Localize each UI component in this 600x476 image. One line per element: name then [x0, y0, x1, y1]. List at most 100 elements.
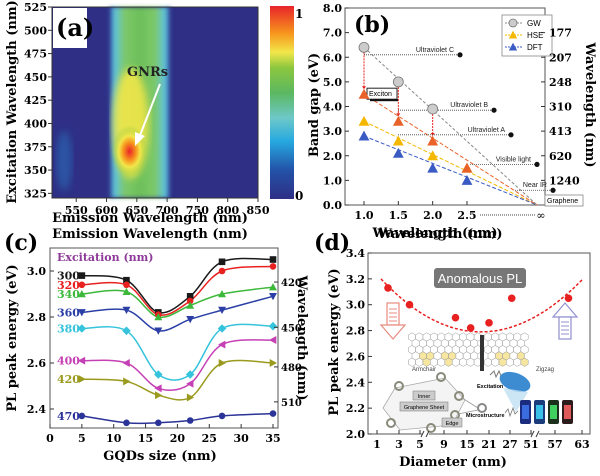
point-360 — [269, 293, 277, 301]
hexagon — [459, 357, 468, 367]
x-tick-label: 20 — [170, 432, 186, 445]
right-tick-label: 450 — [281, 323, 302, 334]
y-tick-label: 2.0 — [346, 428, 365, 441]
point-320 — [123, 281, 130, 289]
panel-b-bandgap: Ultraviolet C Ultraviolet B Ultraviolet A V… — [307, 2, 597, 242]
point-300 — [78, 272, 86, 279]
right-tick-label: 510 — [281, 398, 302, 409]
y-tick-label: 500 — [24, 24, 47, 37]
right-tick-label: 620 — [549, 150, 572, 163]
legend-label: GW — [527, 19, 541, 28]
hexagon — [444, 357, 453, 367]
arrow-head — [135, 132, 145, 146]
panel-a-heatmap: (a) GNRs 325 350 375 400 425 450 475 500 525 550… — [5, 0, 303, 226]
panel-label-a: (a) — [56, 13, 94, 42]
down-arrow-icon — [379, 302, 407, 340]
ring-icon — [454, 391, 464, 401]
right-tick-label: 420 — [281, 278, 302, 289]
hexagon — [437, 357, 446, 367]
y-tick-label: 2.4 — [27, 403, 46, 416]
axis-break-mark — [530, 430, 535, 438]
series-label: 400 — [57, 355, 80, 368]
y-tick-label: 1.0 — [323, 174, 342, 187]
point-470 — [269, 410, 277, 417]
point-340 — [154, 313, 163, 321]
curve-340 — [81, 286, 274, 319]
data-point — [451, 313, 460, 322]
dft-point — [392, 147, 404, 158]
data-point — [507, 294, 516, 303]
point-360 — [186, 316, 195, 324]
colorbar — [270, 6, 294, 199]
y-tick-label: 3.0 — [346, 299, 365, 312]
y-tick-label: 5.0 — [323, 76, 342, 89]
point-360 — [122, 306, 131, 315]
fit-curve — [380, 278, 584, 333]
right-tick-label: 480 — [281, 363, 302, 374]
panel-label-d: (d) — [314, 230, 350, 256]
top-axis-label: Emission Wavelength (nm) — [52, 227, 248, 242]
point-320 — [218, 267, 226, 275]
y-tick-label: 475 — [24, 48, 47, 61]
point-400 — [186, 379, 194, 388]
right-tick-label: 310 — [549, 101, 572, 114]
x-tick-label: 1.0 — [354, 209, 373, 222]
exciton-point — [358, 88, 370, 99]
point-300 — [218, 258, 226, 266]
y-tick-label: 400 — [24, 117, 47, 130]
data-point — [466, 324, 475, 332]
point-380 — [154, 370, 163, 379]
x-tick-label: 10 — [106, 432, 122, 445]
y-tick-label: 425 — [24, 94, 47, 107]
ring-icon — [436, 372, 446, 382]
y-tick-label: 6.0 — [323, 51, 342, 64]
hexagon — [506, 357, 514, 367]
series-label: 470 — [57, 410, 80, 423]
point-420 — [269, 359, 277, 367]
title-backdrop — [434, 268, 526, 288]
arrow-head — [396, 113, 401, 117]
x-tick-label: 550 — [65, 204, 88, 217]
x-axis-label: Emission Wavelength (nm) — [52, 211, 248, 226]
y-tick-label: 350 — [24, 164, 47, 177]
point-470 — [155, 419, 162, 427]
gw-point — [358, 42, 370, 53]
x-axis-label: Diameter (nm) — [399, 455, 507, 470]
hexagon — [513, 357, 522, 367]
hexagon — [520, 357, 529, 367]
panel-c-pl-energy: Emission Wavelength (nm) (c) Excitation … — [4, 227, 309, 464]
ring-icon — [426, 423, 436, 433]
hexagon — [484, 357, 492, 367]
annotation-label: Ultraviolet A — [468, 127, 506, 134]
microstructure-label: Microstructure — [466, 413, 505, 419]
y-tick-label: 2.8 — [346, 325, 365, 338]
x-tick-label: 1 — [373, 438, 381, 451]
y-tick-label: 2.8 — [27, 311, 46, 324]
point-400 — [77, 356, 86, 365]
annotation-arrow — [138, 83, 161, 139]
edge-label: Edge — [446, 421, 459, 427]
colorbar-max-label: 1 — [295, 7, 303, 21]
curve-380 — [81, 323, 274, 381]
point-470 — [78, 412, 86, 420]
up-arrow-icon — [551, 302, 579, 340]
y-tick-label: 8.0 — [323, 2, 342, 15]
curve-470 — [81, 412, 274, 425]
gw-point — [427, 103, 439, 115]
legend: GW HSE DFT — [501, 14, 553, 57]
point-340 — [218, 290, 226, 298]
x-tick-label: 2.0 — [423, 209, 442, 222]
hexagon — [415, 357, 424, 367]
axis-break-mark — [420, 430, 425, 438]
right-axis-label: Wavelength (nm) — [294, 275, 309, 401]
x-axis-label: GQDs size (nm) — [103, 449, 217, 464]
point-380 — [268, 321, 278, 331]
x-tick-label: 3 — [395, 438, 403, 451]
y-tick-label: 2.6 — [346, 350, 365, 363]
point-420 — [218, 359, 226, 367]
y-tick-label: 7.0 — [323, 27, 342, 40]
armchair-label: Armchair — [412, 367, 436, 373]
point-340 — [269, 283, 277, 291]
point-380 — [122, 326, 131, 336]
